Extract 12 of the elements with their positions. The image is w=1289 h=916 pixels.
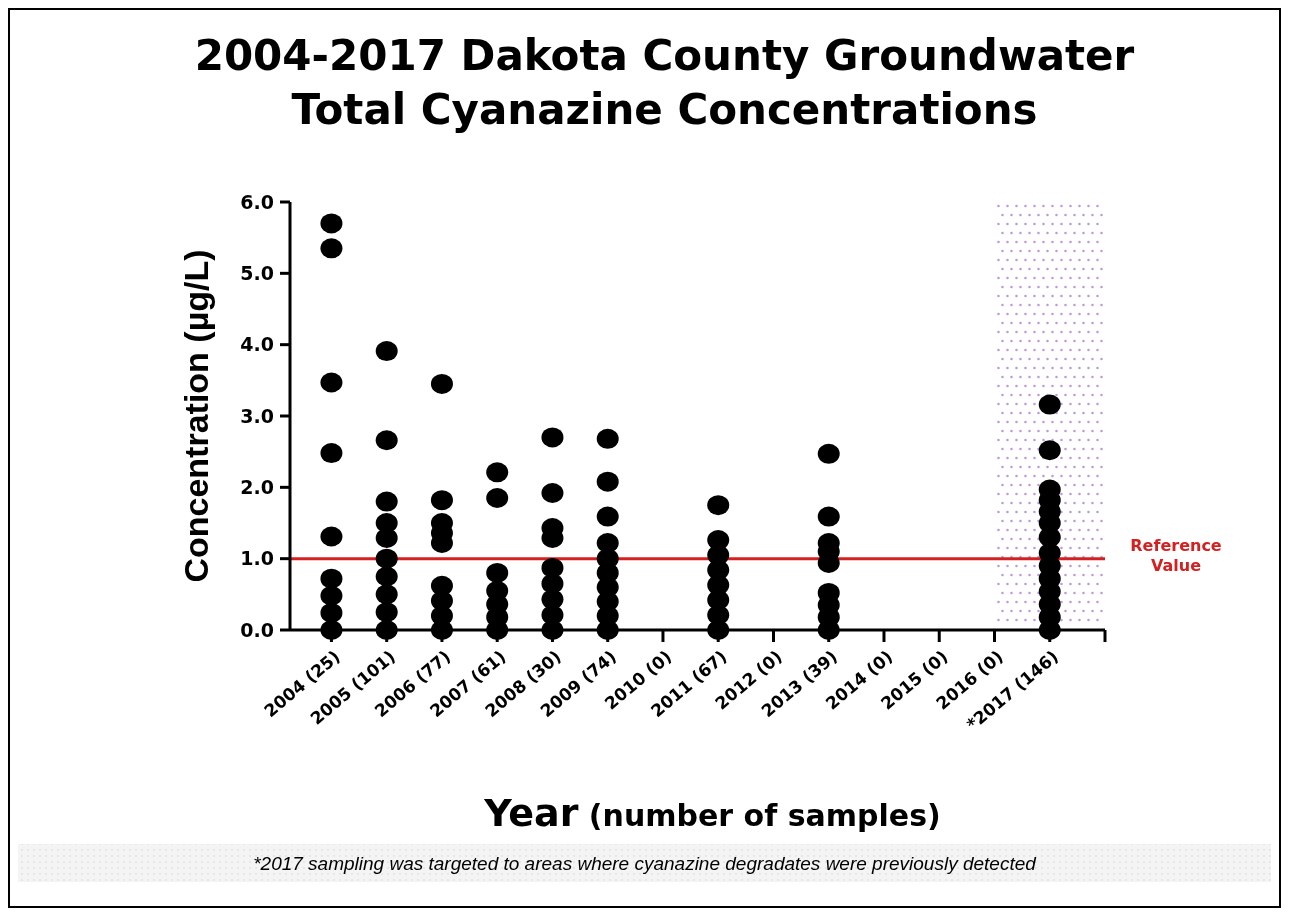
- y-tick-label: 4.0: [240, 333, 274, 356]
- y-tick-label: 1.0: [240, 547, 274, 570]
- y-tick-label: 3.0: [240, 404, 274, 427]
- y-tick-label: 6.0: [240, 190, 274, 213]
- ref-line-label: Reference Value: [1130, 535, 1222, 575]
- text: *2017 sampling was targeted to areas where cyanazine degradates were previously detected: [253, 853, 1038, 874]
- y-tick-label: 0.0: [240, 618, 274, 641]
- chart-title: 2004-2017 Dakota County Groundwater Total Cyanazine Concentrations: [194, 31, 1135, 134]
- y-tick-label: 2.0: [240, 475, 274, 498]
- y-tick-label: 5.0: [240, 261, 274, 284]
- y-axis-title: Concentration (µg/L): [177, 249, 215, 583]
- x-axis-title: Year (number of samples): [483, 791, 941, 835]
